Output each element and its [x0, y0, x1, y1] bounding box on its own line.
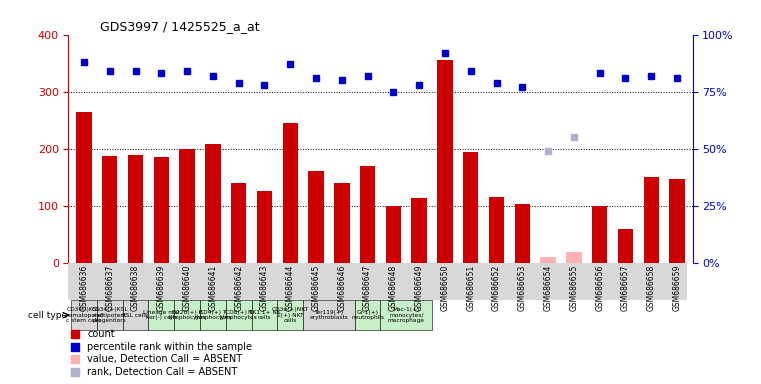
Text: GSM686637: GSM686637 [105, 264, 114, 311]
Bar [71, 300, 97, 330]
Text: GSM686649: GSM686649 [415, 264, 424, 311]
Text: CD3e(+)NKT
1(+) NKT
cells: CD3e(+)NKT 1(+) NKT cells [272, 307, 309, 323]
Bar [76, 112, 91, 263]
Bar [386, 207, 401, 263]
Bar [282, 123, 298, 263]
Bar [463, 152, 479, 263]
Text: rank, Detection Call = ABSENT: rank, Detection Call = ABSENT [88, 367, 237, 377]
Bar [380, 300, 432, 330]
Text: CD34(+)KSL
multipotent
progenitors: CD34(+)KSL multipotent progenitors [91, 307, 128, 323]
Bar [618, 229, 633, 263]
Text: GSM686639: GSM686639 [157, 264, 166, 311]
Bar [97, 300, 123, 330]
Bar [180, 149, 195, 263]
Bar [256, 191, 272, 263]
Text: GSM686636: GSM686636 [79, 264, 88, 311]
Text: percentile rank within the sample: percentile rank within the sample [88, 342, 252, 352]
Bar [438, 60, 453, 263]
Bar [102, 156, 117, 263]
Bar [489, 197, 505, 263]
Text: GSM686647: GSM686647 [363, 264, 372, 311]
Text: GSM686648: GSM686648 [389, 264, 398, 311]
Bar [644, 177, 659, 263]
Bar [412, 199, 427, 263]
Bar [154, 157, 169, 263]
Text: GSM686652: GSM686652 [492, 264, 501, 311]
Bar [68, 263, 687, 300]
Text: GSM686654: GSM686654 [543, 264, 552, 311]
Text: CD4(+) T
lymphocytes: CD4(+) T lymphocytes [194, 310, 232, 320]
Bar [540, 257, 556, 263]
Text: GSM686656: GSM686656 [595, 264, 604, 311]
Text: GSM686640: GSM686640 [183, 264, 192, 311]
Bar [334, 182, 349, 263]
Text: GSM686644: GSM686644 [285, 264, 295, 311]
Text: GSM686657: GSM686657 [621, 264, 630, 311]
Bar [277, 300, 303, 330]
Bar [360, 166, 375, 263]
Text: GSM686659: GSM686659 [673, 264, 682, 311]
Text: CD34(-)KSL
hematopoiet
c stem cells: CD34(-)KSL hematopoiet c stem cells [65, 307, 103, 323]
Bar [308, 170, 323, 263]
Bar [226, 300, 252, 330]
Text: GSM686651: GSM686651 [466, 264, 476, 311]
Text: Lineage mar
ker(-) cells: Lineage mar ker(-) cells [143, 310, 180, 320]
Text: GSM686646: GSM686646 [337, 264, 346, 311]
Bar [592, 206, 607, 263]
Bar [200, 300, 226, 330]
Text: CD8(+) T
lymphocytes: CD8(+) T lymphocytes [220, 310, 257, 320]
Text: GSM686650: GSM686650 [441, 264, 450, 311]
Bar [174, 300, 200, 330]
Bar [128, 154, 143, 263]
Text: KSL cells: KSL cells [123, 313, 148, 318]
Text: count: count [88, 329, 115, 339]
Text: Ter119(+)
erythroblasts: Ter119(+) erythroblasts [310, 310, 349, 320]
Text: cell type: cell type [28, 311, 67, 319]
Text: Mac-1(+)
monocytes/
macrophage: Mac-1(+) monocytes/ macrophage [388, 307, 425, 323]
Text: GDS3997 / 1425525_a_at: GDS3997 / 1425525_a_at [100, 20, 260, 33]
Text: GSM686642: GSM686642 [234, 264, 244, 311]
Bar [303, 300, 355, 330]
Text: Gr-1(+)
neutrophils: Gr-1(+) neutrophils [351, 310, 384, 320]
Text: GSM686658: GSM686658 [647, 264, 656, 311]
Text: B220(+) B
lymphocytes: B220(+) B lymphocytes [168, 310, 206, 320]
Text: value, Detection Call = ABSENT: value, Detection Call = ABSENT [88, 354, 242, 364]
Text: GSM686641: GSM686641 [209, 264, 218, 311]
Bar [670, 179, 685, 263]
Bar [123, 300, 148, 330]
Text: GSM686653: GSM686653 [517, 264, 527, 311]
Text: GSM686638: GSM686638 [131, 264, 140, 311]
Bar [514, 204, 530, 263]
Bar [252, 300, 277, 330]
Text: NK1.1+ NK
cells: NK1.1+ NK cells [248, 310, 281, 320]
Bar [205, 144, 221, 263]
Bar [231, 182, 247, 263]
Bar [566, 252, 581, 263]
Text: GSM686655: GSM686655 [569, 264, 578, 311]
Text: GSM686643: GSM686643 [260, 264, 269, 311]
Bar [355, 300, 380, 330]
Bar [148, 300, 174, 330]
Text: GSM686645: GSM686645 [311, 264, 320, 311]
